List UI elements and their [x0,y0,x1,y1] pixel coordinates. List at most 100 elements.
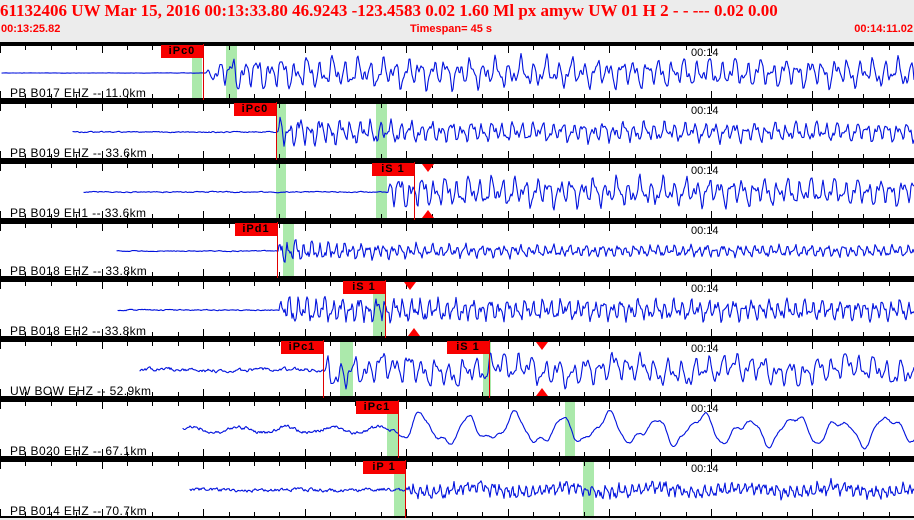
axis-tick [406,269,407,276]
axis-tick [838,512,839,516]
axis-tick [660,164,661,168]
axis-tick [305,449,306,456]
phase-pick-label[interactable]: iPc0 [234,103,276,116]
axis-tick [457,214,458,218]
axis-tick [102,211,103,218]
axis-tick [838,224,839,228]
axis-tick [609,389,610,396]
axis-tick [457,224,458,228]
phase-pick-label[interactable]: iPc1 [281,341,323,354]
axis-tick [457,282,458,286]
axis-tick [76,342,77,346]
axis-tick [559,402,560,406]
axis-tick [609,329,610,336]
phase-pick-label[interactable]: iS 1 [372,163,414,176]
axis-tick [838,164,839,168]
trace-panel[interactable]: iS 1 00:14 [0,278,914,338]
axis-tick [127,214,128,218]
axis-tick [533,46,534,50]
time-header-line: 00:13:25.82 Timespan= 45 s 00:14:11.02 [0,22,914,36]
trace-panel[interactable]: iPc0 00:14 [0,42,914,100]
axis-tick [406,449,407,456]
phase-pick-line[interactable] [203,44,204,100]
axis-tick [279,282,280,286]
axis-tick [457,462,458,466]
axis-tick [279,214,280,218]
phase-pick-line[interactable] [405,460,406,518]
axis-tick [25,224,26,228]
axis-bottom-line [0,98,914,100]
axis-tick [559,342,560,346]
trace-panel[interactable]: iPc1 00:14 [0,398,914,458]
phase-pick-label[interactable]: iPc0 [161,45,203,58]
axis-tick [51,282,52,286]
axis-tick [686,46,687,50]
axis-tick [330,512,331,516]
amplitude-marker-triangle[interactable] [536,388,548,396]
axis-tick [660,392,661,396]
axis-tick [635,452,636,456]
axis-tick [0,224,1,231]
axis-tick [863,392,864,396]
axis-tick [127,94,128,98]
phase-pick-line[interactable] [385,280,386,338]
axis-tick [660,332,661,336]
axis-tick [355,462,356,466]
axis-tick [152,452,153,456]
phase-pick-line[interactable] [276,102,277,160]
waveform-trace [72,116,914,147]
axis-tick [254,452,255,456]
phase-pick-label[interactable]: iS 1 [343,281,385,294]
axis-tick [584,104,585,108]
phase-pick-line[interactable] [398,400,399,458]
axis-tick [482,462,483,466]
phase-pick-label[interactable]: iS 1 [447,341,489,354]
amplitude-marker-triangle[interactable] [536,342,548,350]
axis-tick [25,512,26,516]
amplitude-marker-triangle[interactable] [422,164,434,172]
phase-pick-label[interactable]: iPc1 [356,401,398,414]
amplitude-marker-triangle[interactable] [408,328,420,336]
phase-pick-label[interactable]: iPd1 [235,223,277,236]
axis-tick [330,104,331,108]
axis-tick [787,104,788,108]
axis-tick [355,214,356,218]
axis-tick [482,94,483,98]
trace-panel[interactable]: iPd1 00:14 [0,220,914,278]
axis-tick [635,392,636,396]
trace-panel[interactable]: iPc1 iS 1 00:14 [0,338,914,398]
axis-tick [787,214,788,218]
axis-tick [838,462,839,466]
trace-panel[interactable]: iS 1 00:14 [0,160,914,220]
axis-tick [102,402,103,409]
axis-tick [686,462,687,466]
axis-tick [432,402,433,406]
trace-panel[interactable]: iP 1 00:14 [0,458,914,518]
axis-bottom-line [0,336,914,338]
axis-tick [711,449,712,456]
axis-tick [533,402,534,406]
axis-tick [254,392,255,396]
axis-tick [51,392,52,396]
phase-pick-label[interactable]: iP 1 [363,461,405,474]
axis-tick [51,46,52,50]
axis-tick [178,272,179,276]
phase-pick-line[interactable] [489,340,490,398]
axis-tick [609,282,610,289]
axis-tick [381,342,382,346]
phase-pick-line[interactable] [414,162,415,220]
phase-pick-line[interactable] [323,340,324,398]
waveform-trace [182,410,914,450]
axis-tick [559,46,560,50]
axis-tick [508,329,509,336]
trace-panel[interactable]: iPc0 00:14 [0,100,914,160]
amplitude-marker-triangle[interactable] [404,282,416,290]
axis-tick [508,389,509,396]
axis-tick [584,224,585,228]
axis-time-label: 00:14 [691,403,719,415]
axis-tick [25,392,26,396]
axis-tick [863,272,864,276]
amplitude-marker-triangle[interactable] [422,210,434,218]
phase-pick-line[interactable] [277,222,278,278]
axis-tick [76,392,77,396]
